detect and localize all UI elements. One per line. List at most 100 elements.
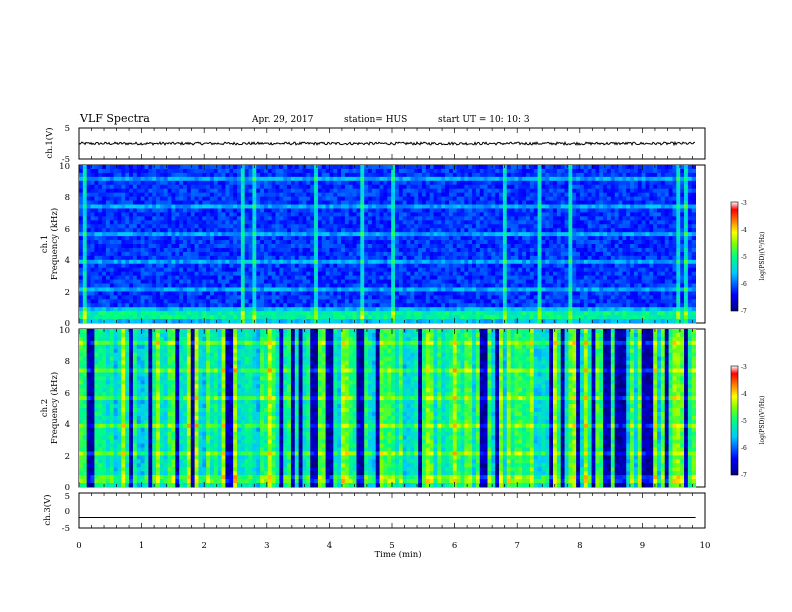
spectrogram-cell	[518, 232, 523, 237]
spectrogram-cell	[364, 275, 369, 280]
spectrogram-cell	[229, 319, 234, 324]
spectrogram-cell	[125, 279, 130, 284]
spectrogram-cell	[113, 184, 118, 190]
spectrogram-cell	[283, 287, 288, 292]
spectrogram-cell	[491, 311, 496, 316]
spectrogram-cell	[491, 287, 496, 292]
spectrogram-cell	[102, 180, 107, 186]
spectrogram-cell	[398, 204, 404, 209]
spectrogram-cell	[460, 216, 465, 221]
spectrogram-cell	[294, 244, 300, 249]
spectrogram-cell	[402, 180, 407, 186]
spectrogram-cell	[529, 212, 535, 217]
spectrogram-cell	[117, 172, 122, 178]
spectrogram-cell	[125, 208, 130, 213]
spectrogram-cell	[379, 228, 384, 233]
spectrogram-cell	[533, 275, 538, 280]
spectrogram-cell	[98, 224, 103, 229]
spectrogram-cell	[125, 287, 130, 292]
spectrogram-cell	[402, 263, 407, 269]
spectrogram-cell	[260, 184, 265, 190]
spectrogram-cell	[479, 311, 485, 316]
spectrogram-cell	[148, 200, 153, 205]
spectrogram-cell	[267, 168, 273, 174]
spectrogram-cell	[183, 220, 188, 225]
spectrogram-cell	[179, 216, 184, 221]
spectrogram-cell	[98, 295, 103, 300]
spectrogram-cell	[132, 279, 138, 284]
spectrogram-cell	[186, 240, 192, 245]
spectrogram-cell	[221, 236, 226, 241]
spectrogram-cell	[129, 208, 134, 213]
spectrogram-cell	[275, 232, 280, 237]
spectrogram-cell	[233, 255, 238, 261]
spectrogram-cell	[125, 204, 130, 209]
spectrogram-cell	[348, 184, 354, 190]
spectrogram-cell	[514, 251, 519, 257]
spectrogram-cell	[333, 208, 338, 213]
spectrogram-cell	[79, 208, 84, 213]
spectrogram-cell	[545, 259, 550, 265]
spectrogram-cell	[317, 192, 323, 197]
spectrogram-cell	[210, 232, 215, 237]
spectrogram-cell	[252, 295, 257, 300]
spectrogram-cell	[140, 299, 145, 304]
spectrogram-cell	[375, 271, 380, 276]
spectrogram-cell	[402, 240, 407, 245]
spectrogram-cell	[360, 259, 365, 265]
spectrogram-cell	[371, 172, 377, 178]
spectrogram-cell	[179, 196, 184, 201]
spectrogram-cell	[287, 172, 292, 178]
spectrogram-cell	[483, 244, 488, 249]
spectrogram-cell	[514, 275, 519, 280]
spectrogram-cell	[487, 240, 492, 245]
spectrogram-cell	[383, 287, 388, 292]
spectrogram-cell	[475, 283, 481, 288]
spectrogram-cell	[537, 168, 542, 174]
spectrogram-cell	[148, 165, 153, 170]
spectrogram-cell	[344, 180, 350, 186]
spectrogram-cell	[375, 212, 380, 217]
spectrogram-cell	[418, 251, 423, 257]
spectrogram-cell	[375, 236, 380, 241]
spectrogram-cell	[364, 196, 369, 201]
spectrogram-cell	[375, 200, 380, 205]
spectrogram-cell	[98, 307, 103, 312]
spectrogram-cell	[529, 307, 535, 312]
spectrogram-cell	[140, 263, 145, 269]
spectrogram-cell	[506, 196, 512, 201]
spectrogram-cell	[275, 255, 280, 261]
spectrogram-cell	[167, 271, 172, 276]
spectrogram-cell	[105, 196, 111, 201]
spectrogram-cell	[398, 176, 404, 182]
spectrogram-cell	[375, 255, 380, 261]
spectrogram-cell	[302, 244, 307, 249]
spectrogram-cell	[210, 200, 215, 205]
spectrogram-cell	[152, 168, 157, 174]
spectrogram-cell	[502, 240, 508, 245]
spectrogram-cell	[445, 196, 450, 201]
spectrogram-cell	[483, 291, 488, 296]
spectrogram-cell	[510, 271, 515, 276]
spectrogram-cell	[526, 220, 531, 225]
spectrogram-cell	[213, 184, 219, 190]
spectrogram-cell	[136, 279, 142, 284]
spectrogram-cell	[156, 240, 161, 245]
spectrogram-cell	[410, 188, 415, 194]
spectrogram-cell	[179, 228, 184, 233]
spectrogram-cell	[294, 263, 300, 269]
spectrogram-cell	[148, 188, 153, 194]
spectrogram-cell	[210, 216, 215, 221]
spectrogram-cell	[356, 279, 361, 284]
spectrogram-cell	[414, 259, 419, 265]
spectrogram-cell	[352, 311, 357, 316]
spectrogram-cell	[194, 208, 199, 213]
spectrogram-cell	[171, 188, 176, 194]
spectrogram-cell	[144, 232, 149, 237]
spectrogram-cell	[537, 315, 542, 320]
spectrogram-cell	[522, 319, 527, 324]
spectrogram-cell	[109, 271, 115, 276]
spectrogram-cell	[98, 267, 103, 273]
spectrogram-cell	[98, 287, 103, 292]
spectrogram-cell	[545, 224, 550, 229]
